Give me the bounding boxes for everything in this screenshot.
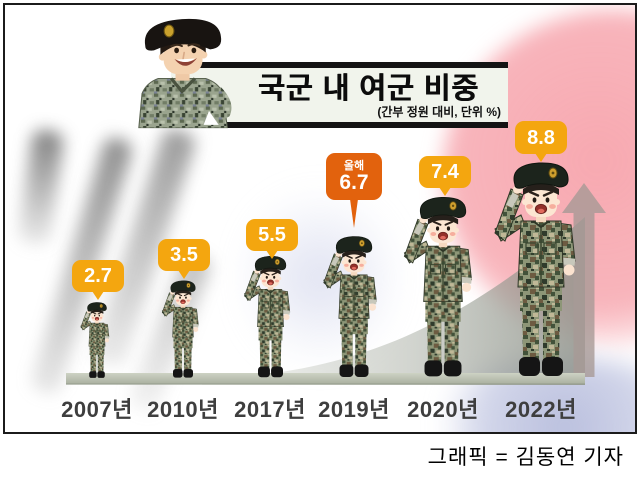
ground-bar [66, 373, 585, 384]
soldier-figure-2017-icon [242, 254, 299, 379]
value-bubble-2017: 5.5 [246, 219, 298, 251]
soldier-figure-2007-icon [79, 301, 115, 379]
credit-text: 그래픽 = 김동연 기자 [427, 446, 624, 469]
value-label: 6.7 [339, 170, 369, 194]
value-label: 2.7 [84, 265, 112, 287]
growth-arrow-icon [562, 183, 606, 377]
soldier-figure-2019-icon [321, 234, 387, 379]
soldier-figure-2010-icon [160, 279, 206, 379]
soldier-figure-2022-icon [491, 159, 591, 379]
value-label: 7.4 [431, 161, 459, 183]
value-bubble-2010: 3.5 [158, 239, 210, 271]
value-bubble-2022: 8.8 [515, 121, 567, 154]
growth-curve [202, 217, 585, 385]
panel-frame: 국군 내 여군 비중 (간부 정원 대비, 단위 %) 2.7 3.5 5.5 … [3, 3, 637, 434]
chart-decoration [66, 183, 606, 385]
value-bubble-2020: 7.4 [419, 156, 471, 188]
value-label: 8.8 [527, 126, 555, 149]
value-bubble-2007: 2.7 [72, 260, 124, 292]
year-label-2010: 2010년 [147, 397, 219, 422]
title-subtitle: (간부 정원 대비, 단위 %) [377, 105, 501, 119]
value-label: 5.5 [258, 224, 286, 246]
value-bubble-2019-highlight: 올해 6.7 [326, 153, 382, 200]
year-label-2020: 2020년 [407, 397, 479, 422]
soldier-figure-2020-icon [401, 194, 485, 379]
year-label-2019: 2019년 [318, 397, 390, 422]
note-label: 올해 [343, 159, 365, 172]
year-label-2017: 2017년 [234, 397, 306, 422]
page-title: 국군 내 여군 비중 [258, 73, 479, 105]
female-soldier-photo [128, 15, 236, 129]
value-label: 3.5 [170, 244, 198, 266]
year-label-2007: 2007년 [61, 397, 133, 422]
year-label-2022: 2022년 [505, 397, 577, 422]
